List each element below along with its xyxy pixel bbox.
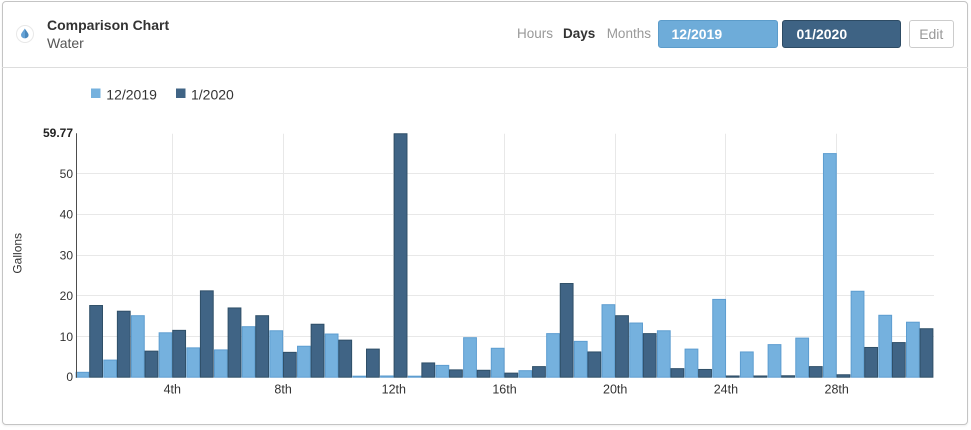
- svg-text:24th: 24th: [714, 383, 738, 397]
- svg-text:0: 0: [66, 370, 73, 384]
- svg-text:12/2019: 12/2019: [106, 86, 157, 102]
- svg-text:20: 20: [60, 289, 74, 303]
- svg-text:Gallons: Gallons: [11, 233, 25, 274]
- svg-text:28th: 28th: [825, 383, 849, 397]
- svg-text:1/2020: 1/2020: [191, 86, 234, 102]
- svg-text:12th: 12th: [382, 383, 406, 397]
- svg-text:10: 10: [60, 330, 74, 344]
- svg-text:8th: 8th: [274, 383, 291, 397]
- svg-text:50: 50: [60, 167, 74, 181]
- svg-text:20th: 20th: [603, 383, 627, 397]
- svg-text:30: 30: [60, 248, 74, 262]
- svg-text:16th: 16th: [492, 383, 516, 397]
- svg-text:59.77: 59.77: [43, 126, 73, 140]
- svg-text:4th: 4th: [164, 383, 181, 397]
- svg-text:40: 40: [60, 208, 74, 222]
